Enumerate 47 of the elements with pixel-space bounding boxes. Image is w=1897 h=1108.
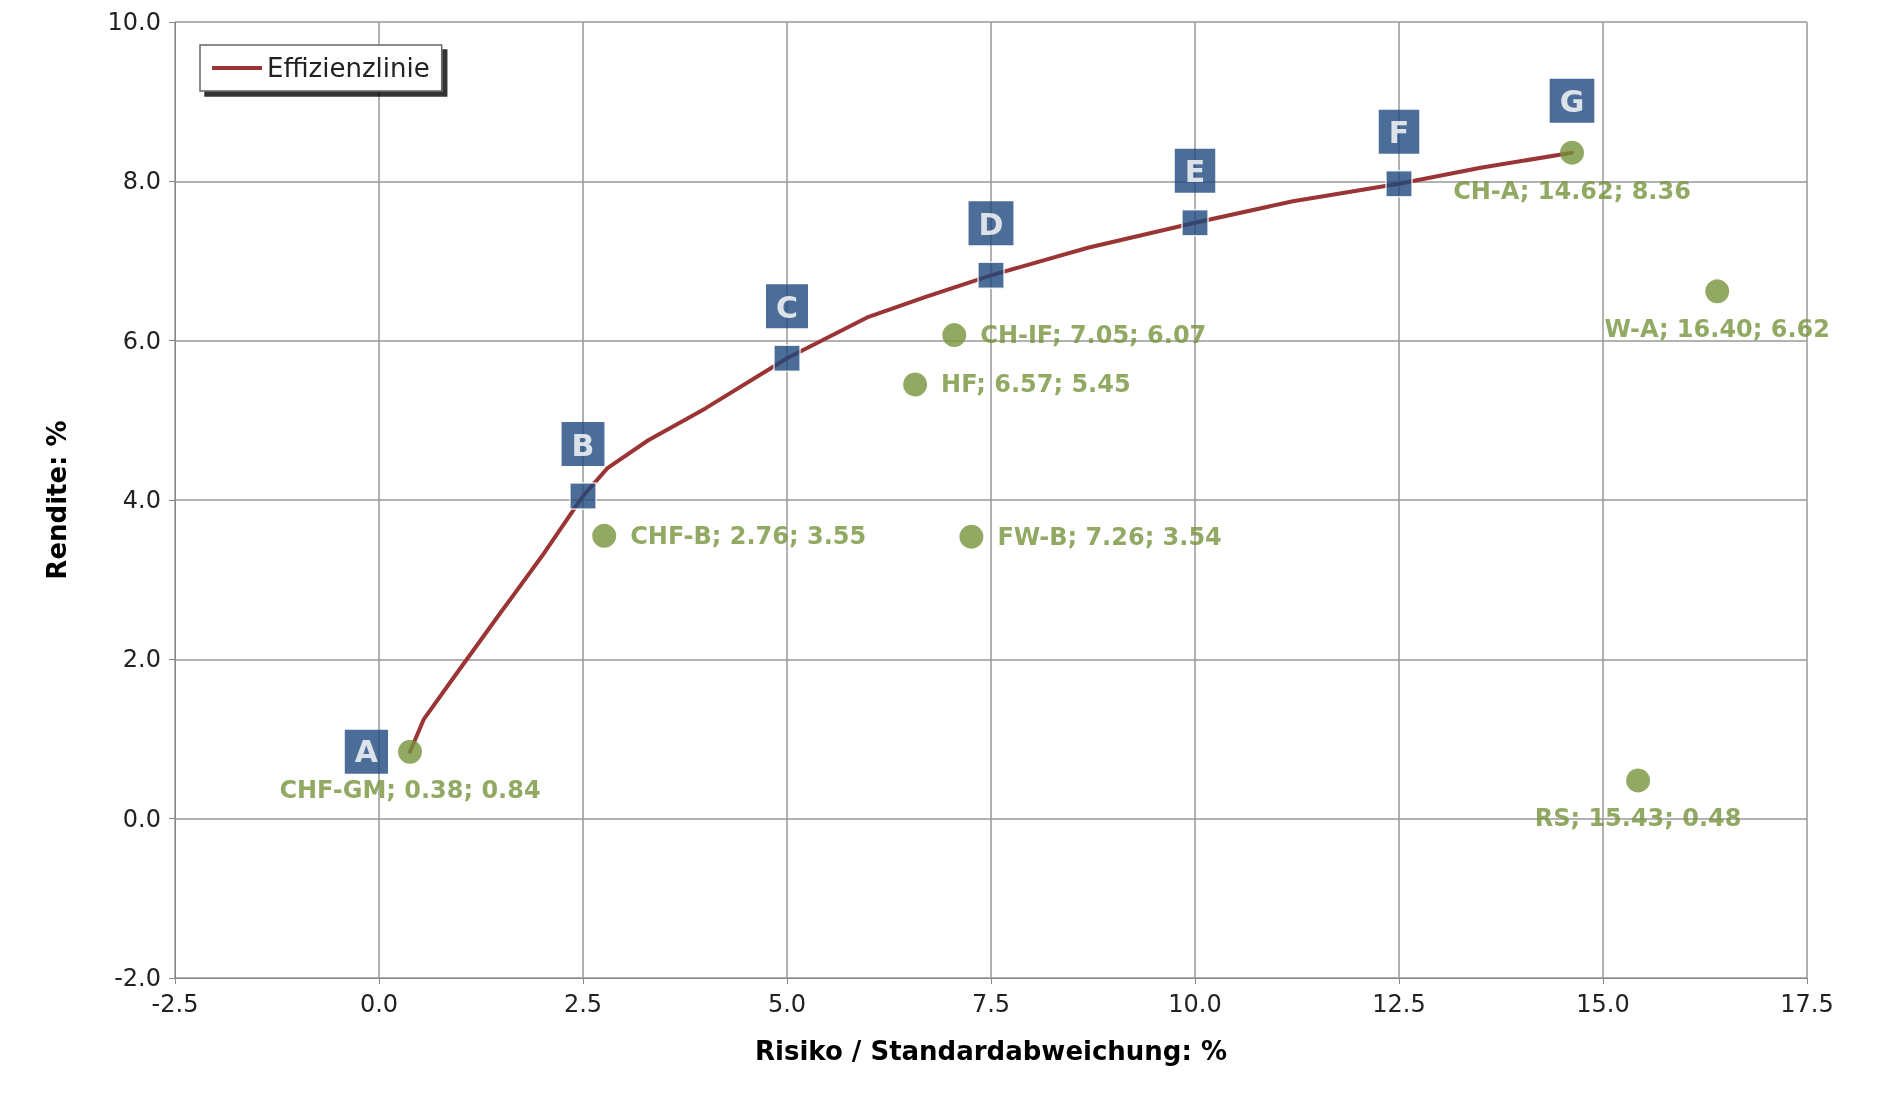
annotation: A [354, 734, 379, 770]
data-label: FW-B; 7.26; 3.54 [997, 522, 1222, 551]
x-tick-label: 0.0 [359, 990, 399, 1018]
point [903, 372, 928, 397]
point [592, 523, 617, 548]
y-tick-label: 8.0 [122, 167, 161, 196]
point [773, 344, 801, 372]
x-tick-label: 10.0 [1168, 990, 1222, 1018]
point [977, 261, 1005, 290]
point [1626, 768, 1651, 793]
data-label: CH-A; 14.62; 8.36 [1453, 176, 1691, 205]
data-label: CHF-GM; 0.38; 0.84 [279, 775, 541, 804]
data-label: HF; 6.57; 5.45 [941, 370, 1131, 399]
point [1705, 279, 1730, 304]
x-tick-label: 7.5 [971, 990, 1011, 1018]
data-label: W-A; 16.40; 6.62 [1604, 315, 1830, 344]
legend-label: Effizienzlinie [267, 53, 430, 83]
x-tick-label: 5.0 [767, 990, 807, 1018]
x-tick-label: 2.5 [563, 990, 603, 1018]
point [959, 524, 984, 549]
y-tick-label: 10.0 [107, 8, 161, 36]
x-tick-label: 15.0 [1576, 990, 1630, 1018]
point [1560, 140, 1584, 165]
annotation: G [1559, 84, 1585, 120]
y-tick-label: 4.0 [122, 486, 161, 514]
point [942, 323, 967, 348]
y-tick-label: 0.0 [122, 804, 161, 833]
y-axis-title: Rendite: % [42, 420, 72, 580]
point [1385, 169, 1413, 198]
annotation: B [571, 427, 595, 463]
x-tick-label: 17.5 [1780, 990, 1834, 1018]
point [398, 739, 423, 764]
x-axis-title: Risiko / Standardabweichung: % [755, 1036, 1227, 1066]
y-tick-label: 6.0 [122, 326, 161, 355]
point [1181, 209, 1209, 237]
data-label: CHF-B; 2.76; 3.55 [630, 521, 867, 550]
annotation: F [1388, 115, 1410, 151]
x-tick-label: -2.5 [151, 990, 199, 1018]
annotation: D [978, 206, 1004, 242]
x-tick-label: 12.5 [1372, 990, 1426, 1018]
point [569, 482, 597, 510]
annotation: E [1184, 154, 1206, 190]
data-label: RS; 15.43; 0.48 [1534, 804, 1742, 833]
annotation: C [775, 289, 799, 325]
data-label: CH-IF; 7.05; 6.07 [980, 321, 1207, 350]
y-tick-label: 2.0 [122, 645, 161, 674]
y-tick-label: -2.0 [114, 964, 161, 992]
